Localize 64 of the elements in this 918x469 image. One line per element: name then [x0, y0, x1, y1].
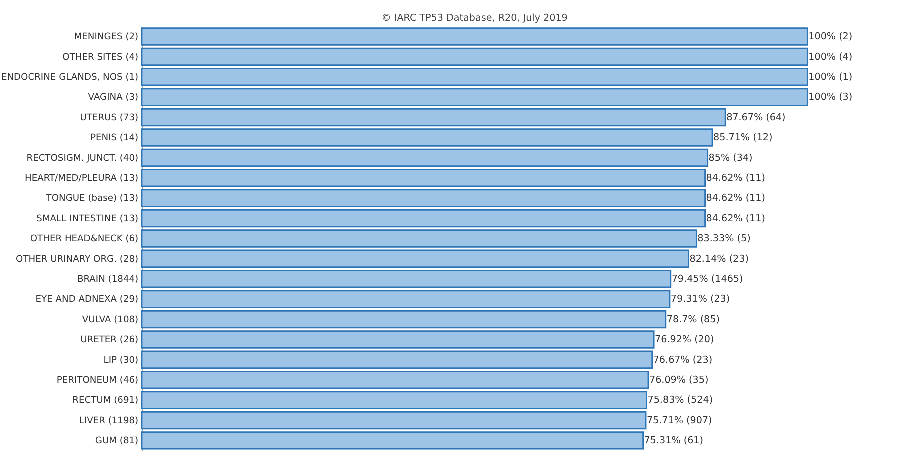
- bar: [141, 290, 671, 308]
- data-label: 78.7% (85): [666, 314, 720, 326]
- y-tick-label: RECTUM (691): [72, 396, 139, 406]
- y-tick-label: BRAIN (1844): [77, 274, 139, 285]
- bar: [141, 189, 706, 208]
- data-label: 100% (2): [808, 32, 853, 43]
- y-tick-label: LIVER (1198): [79, 416, 139, 426]
- bar: [141, 350, 654, 370]
- bar: [141, 48, 808, 66]
- data-label: 100% (1): [808, 72, 853, 83]
- y-tick-label: GUM (81): [95, 436, 139, 447]
- data-label: 100% (3): [808, 92, 853, 104]
- y-tick-label: PERITONEUM (46): [56, 376, 139, 386]
- data-label: 79.31% (23): [670, 294, 730, 306]
- y-tick-label: ENDOCRINE GLANDS, NOS (1): [1, 72, 139, 83]
- bar: [141, 371, 650, 390]
- data-label: 82.14% (23): [690, 254, 749, 265]
- bar: [141, 250, 690, 268]
- data-label: 75.31% (61): [644, 436, 704, 447]
- bar: [141, 411, 647, 430]
- bar: [141, 88, 808, 106]
- data-label: 84.62% (11): [706, 172, 766, 184]
- data-label: 76.92% (20): [655, 334, 714, 346]
- y-tick-label: MENINGES (2): [74, 32, 139, 43]
- data-label: 87.67% (64): [726, 112, 786, 124]
- bar: [141, 310, 667, 329]
- y-tick-label: LIP (30): [104, 356, 139, 366]
- bar: [141, 169, 706, 188]
- bar: [141, 209, 706, 228]
- y-tick-label: EYE AND ADNEXA (29): [36, 295, 139, 306]
- bar: [141, 391, 648, 410]
- bar: [141, 330, 655, 349]
- data-label: 75.83% (524): [648, 395, 714, 406]
- y-tick-label: PENIS (14): [90, 134, 139, 144]
- y-tick-label: RECTOSIGM. JUNCT. (40): [26, 154, 139, 164]
- data-label: 85% (34): [708, 152, 753, 164]
- y-tick-label: HEART/MED/PLEURA (13): [24, 174, 139, 184]
- text: © IARC TP53 Database, R20, July 2019: [382, 12, 568, 24]
- y-tick-label: OTHER SITES (4): [62, 52, 139, 63]
- y-tick-label: URETER (26): [80, 336, 139, 346]
- bar: [141, 28, 808, 46]
- y-tick-label: UTERUS (73): [80, 113, 139, 124]
- data-label: 76.09% (35): [649, 374, 709, 386]
- y-tick-label: SMALL INTESTINE (13): [36, 214, 139, 224]
- data-label: 76.67% (23): [653, 354, 713, 366]
- bar: [141, 68, 808, 86]
- data-label: 83.33% (5): [698, 234, 751, 245]
- y-tick-label: OTHER HEAD&NECK (6): [30, 234, 139, 245]
- data-label: 79.45% (1465): [672, 274, 744, 285]
- bar: [141, 230, 698, 248]
- data-label: 84.62% (11): [706, 193, 766, 204]
- data-label: 84.62% (11): [706, 213, 766, 224]
- bar: [141, 270, 672, 288]
- bar: [141, 128, 714, 147]
- y-tick-label: VAGINA (3): [88, 93, 139, 104]
- y-tick-label: OTHER URINARY ORG. (28): [16, 254, 139, 265]
- data-label: 85.71% (12): [714, 132, 773, 144]
- y-tick-label: TONGUE (base) (13): [45, 194, 139, 204]
- bar: [141, 432, 644, 450]
- data-label: 100% (4): [808, 52, 853, 63]
- y-tick-label: VULVA (108): [82, 315, 139, 326]
- bar: [141, 148, 709, 168]
- data-label: 75.71% (907): [646, 415, 712, 426]
- bar: [141, 108, 726, 127]
